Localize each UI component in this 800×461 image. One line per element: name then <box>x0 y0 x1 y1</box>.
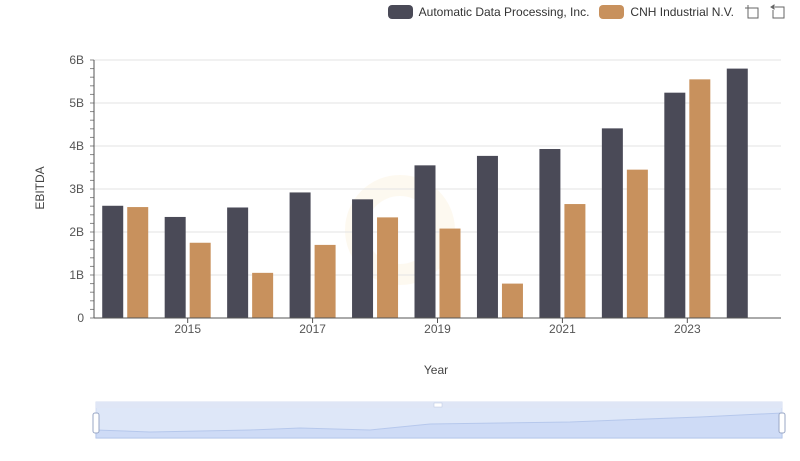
x-tick-label: 2017 <box>299 322 326 336</box>
x-axis-title: Year <box>424 363 448 377</box>
bar-adp-2017[interactable] <box>289 192 311 318</box>
bar-cnh-2018[interactable] <box>377 217 399 318</box>
zoom-slider[interactable] <box>92 401 786 439</box>
x-tick-label: 2019 <box>424 322 451 336</box>
zoom-slider-preview <box>95 412 783 439</box>
y-tick-label: 5B <box>69 96 84 110</box>
bar-cnh-2022[interactable] <box>626 169 648 318</box>
bar-adp-2023[interactable] <box>664 92 686 319</box>
bar-cnh-2017[interactable] <box>314 244 336 318</box>
zoom-slider-center-grip[interactable] <box>433 402 443 408</box>
bar-adp-2022[interactable] <box>601 128 623 318</box>
legend-label-cnh: CNH Industrial N.V. <box>630 5 734 19</box>
bar-cnh-2020[interactable] <box>501 283 523 318</box>
y-tick-label: 0 <box>77 311 84 325</box>
axes: 0 1B 2B 3B 4B 5B 6B 2015 2017 2019 2021 2023 <box>69 53 781 336</box>
x-tick-label: 2015 <box>174 322 201 336</box>
bar-adp-2015[interactable] <box>164 216 186 318</box>
bar-cnh-2021[interactable] <box>564 204 586 318</box>
bar-adp-2020[interactable] <box>476 155 498 318</box>
x-tick-label: 2021 <box>549 322 576 336</box>
y-axis-title: EBITDA <box>33 166 47 209</box>
bar-cnh-2023[interactable] <box>689 79 711 318</box>
x-tick-label: 2023 <box>674 322 701 336</box>
y-tick-label: 6B <box>69 53 84 67</box>
zoom-slider-handle-right[interactable] <box>778 412 786 434</box>
legend-label-adp: Automatic Data Processing, Inc. <box>418 5 590 19</box>
bar-adp-2021[interactable] <box>539 149 561 318</box>
bar-cnh-2019[interactable] <box>439 228 461 318</box>
bar-adp-2016[interactable] <box>227 207 249 318</box>
bar-adp-2014[interactable] <box>102 205 124 318</box>
bar-cnh-2016[interactable] <box>252 272 274 318</box>
legend-item-cnh[interactable]: CNH Industrial N.V. <box>599 5 734 19</box>
bar-cnh-2015[interactable] <box>189 242 211 318</box>
legend-item-adp[interactable]: Automatic Data Processing, Inc. <box>387 5 590 19</box>
bar-adp-2024[interactable] <box>726 68 748 318</box>
y-tick-label: 4B <box>69 139 84 153</box>
legend-swatch-cnh <box>599 5 625 19</box>
restore-icon[interactable] <box>770 4 786 20</box>
legend-swatch-adp <box>387 5 413 19</box>
zoom-slider-selection[interactable] <box>96 408 782 438</box>
legend: Automatic Data Processing, Inc. CNH Indu… <box>387 4 786 20</box>
bar-cnh-2014[interactable] <box>127 207 149 318</box>
bars <box>102 68 748 319</box>
y-tick-label: 2B <box>69 225 84 239</box>
bar-adp-2018[interactable] <box>352 199 374 318</box>
bar-adp-2019[interactable] <box>414 165 436 318</box>
zoom-slider-handle-left[interactable] <box>92 412 100 434</box>
zoom-icon[interactable] <box>744 4 760 20</box>
y-tick-label: 1B <box>69 268 84 282</box>
y-tick-label: 3B <box>69 182 84 196</box>
